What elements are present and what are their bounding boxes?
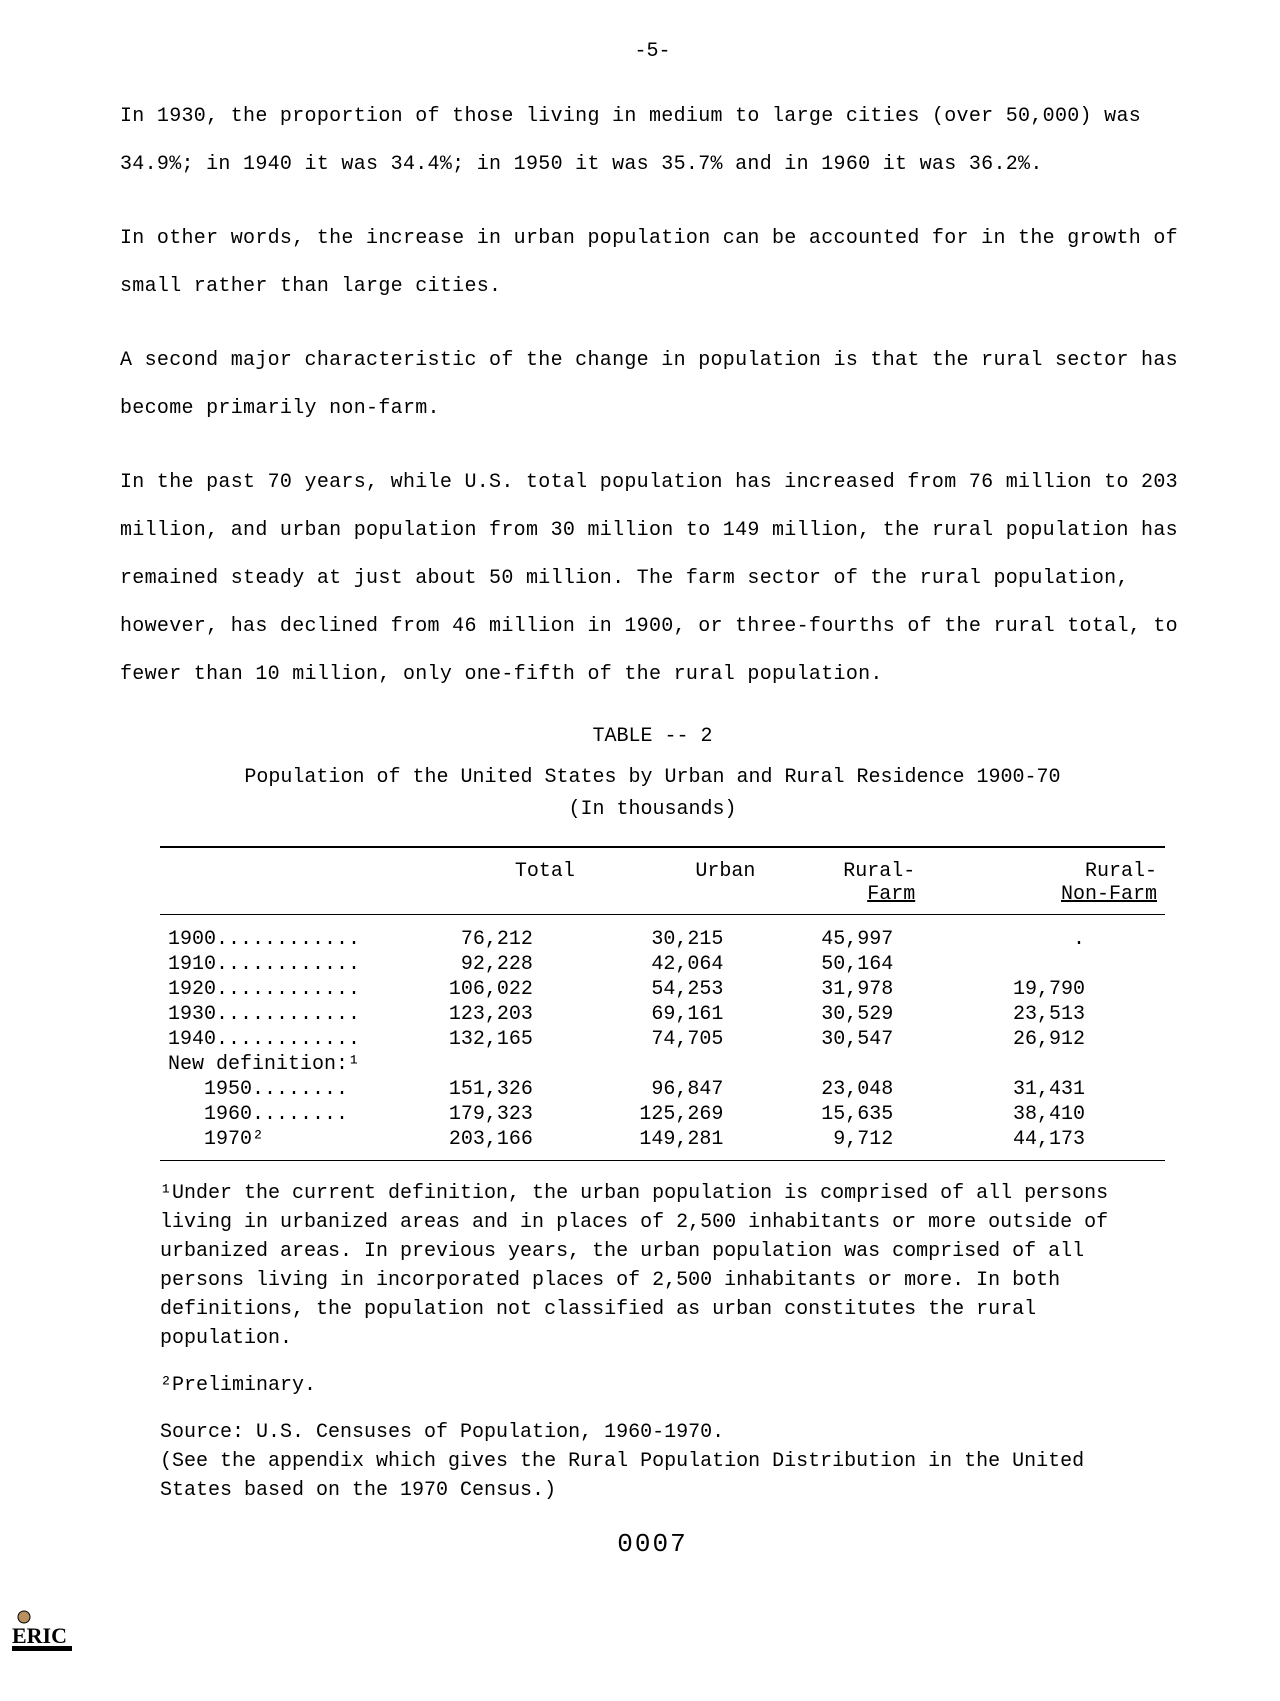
table-caption-line2: (In thousands): [568, 798, 736, 821]
table-row: 1960........ 179,323 125,269 15,635 38,4…: [160, 1102, 1165, 1127]
cell-total: 179,323: [392, 1102, 583, 1127]
cell-rural-nonfarm: 26,912: [923, 1027, 1165, 1052]
population-table: Total Urban Rural- Farm Rural- Non-Farm: [160, 846, 1165, 1161]
header-blank: [160, 856, 392, 910]
cell-total: 132,165: [392, 1027, 583, 1052]
cell-urban: 125,269: [583, 1102, 764, 1127]
cell-urban: 149,281: [583, 1127, 764, 1152]
paragraph-3: A second major characteristic of the cha…: [120, 337, 1185, 433]
cell-rural-farm: 30,547: [763, 1027, 923, 1052]
header-rural-nonfarm: Rural- Non-Farm: [923, 856, 1165, 910]
cell-rural-farm: 30,529: [763, 1002, 923, 1027]
header-urban: Urban: [583, 856, 764, 910]
table-caption: Population of the United States by Urban…: [120, 762, 1185, 826]
table-title: TABLE -- 2: [120, 725, 1185, 748]
footnote-1: ¹Under the current definition, the urban…: [160, 1179, 1165, 1353]
cell-rural-farm: 50,164: [763, 952, 923, 977]
table-row: 1920............ 106,022 54,253 31,978 1…: [160, 977, 1165, 1002]
cell-total: 76,212: [392, 927, 583, 952]
header-rural-nonfarm-l2: Non-Farm: [1061, 883, 1157, 906]
cell-total: 92,228: [392, 952, 583, 977]
cell-total: 106,022: [392, 977, 583, 1002]
document-page: -5- In 1930, the proportion of those liv…: [0, 0, 1280, 1701]
cell-rural-nonfarm: 44,173: [923, 1127, 1165, 1152]
cell-rural-farm: 15,635: [763, 1102, 923, 1127]
cell-urban: 69,161: [583, 1002, 764, 1027]
header-rural-farm-l2: Farm: [867, 883, 915, 906]
table-row: 1910............ 92,228 42,064 50,164: [160, 952, 1165, 977]
cell-year: 1970²: [160, 1127, 392, 1152]
cell-total: 151,326: [392, 1077, 583, 1102]
cell-rural-farm: 45,997: [763, 927, 923, 952]
table-row: 1940............ 132,165 74,705 30,547 2…: [160, 1027, 1165, 1052]
new-definition-label: New definition:¹: [160, 1052, 1165, 1077]
source-citation: Source: U.S. Censuses of Population, 196…: [160, 1418, 1165, 1505]
cell-total: 203,166: [392, 1127, 583, 1152]
table-row-newdef: New definition:¹: [160, 1052, 1165, 1077]
table-row: 1900............ 76,212 30,215 45,997 .: [160, 927, 1165, 952]
header-total: Total: [392, 856, 583, 910]
table-caption-line1: Population of the United States by Urban…: [244, 766, 1060, 789]
cell-year: 1950........: [160, 1077, 392, 1102]
table-row: 1930............ 123,203 69,161 30,529 2…: [160, 1002, 1165, 1027]
cell-year: 1960........: [160, 1102, 392, 1127]
header-rural-farm: Rural- Farm: [763, 856, 923, 910]
cell-urban: 54,253: [583, 977, 764, 1002]
eric-text: ERIC: [12, 1623, 67, 1648]
paragraph-4: In the past 70 years, while U.S. total p…: [120, 459, 1185, 699]
cell-rural-nonfarm: 31,431: [923, 1077, 1165, 1102]
document-code: 0007: [120, 1529, 1185, 1559]
cell-year: 1940............: [160, 1027, 392, 1052]
source-line1: Source: U.S. Censuses of Population, 196…: [160, 1421, 724, 1444]
cell-rural-nonfarm: [923, 952, 1165, 977]
cell-year: 1910............: [160, 952, 392, 977]
cell-year: 1930............: [160, 1002, 392, 1027]
cell-year: 1920............: [160, 977, 392, 1002]
table-row: 1950........ 151,326 96,847 23,048 31,43…: [160, 1077, 1165, 1102]
cell-rural-nonfarm: 19,790: [923, 977, 1165, 1002]
cell-rural-nonfarm: 23,513: [923, 1002, 1165, 1027]
cell-urban: 42,064: [583, 952, 764, 977]
header-rural-farm-l1: Rural-: [843, 860, 915, 883]
table-row: 1970² 203,166 149,281 9,712 44,173: [160, 1127, 1165, 1152]
header-rural-nonfarm-l1: Rural-: [1085, 860, 1157, 883]
cell-urban: 74,705: [583, 1027, 764, 1052]
cell-rural-farm: 31,978: [763, 977, 923, 1002]
paragraph-1: In 1930, the proportion of those living …: [120, 93, 1185, 189]
cell-rural-nonfarm: .: [923, 927, 1165, 952]
footnote-2: ²Preliminary.: [160, 1371, 1165, 1400]
cell-year: 1900............: [160, 927, 392, 952]
page-number: -5-: [120, 40, 1185, 63]
source-line2: (See the appendix which gives the Rural …: [160, 1450, 1084, 1502]
cell-urban: 30,215: [583, 927, 764, 952]
cell-urban: 96,847: [583, 1077, 764, 1102]
cell-rural-farm: 9,712: [763, 1127, 923, 1152]
eric-logo: ERIC: [10, 1603, 80, 1653]
cell-total: 123,203: [392, 1002, 583, 1027]
cell-rural-nonfarm: 38,410: [923, 1102, 1165, 1127]
cell-rural-farm: 23,048: [763, 1077, 923, 1102]
paragraph-2: In other words, the increase in urban po…: [120, 215, 1185, 311]
